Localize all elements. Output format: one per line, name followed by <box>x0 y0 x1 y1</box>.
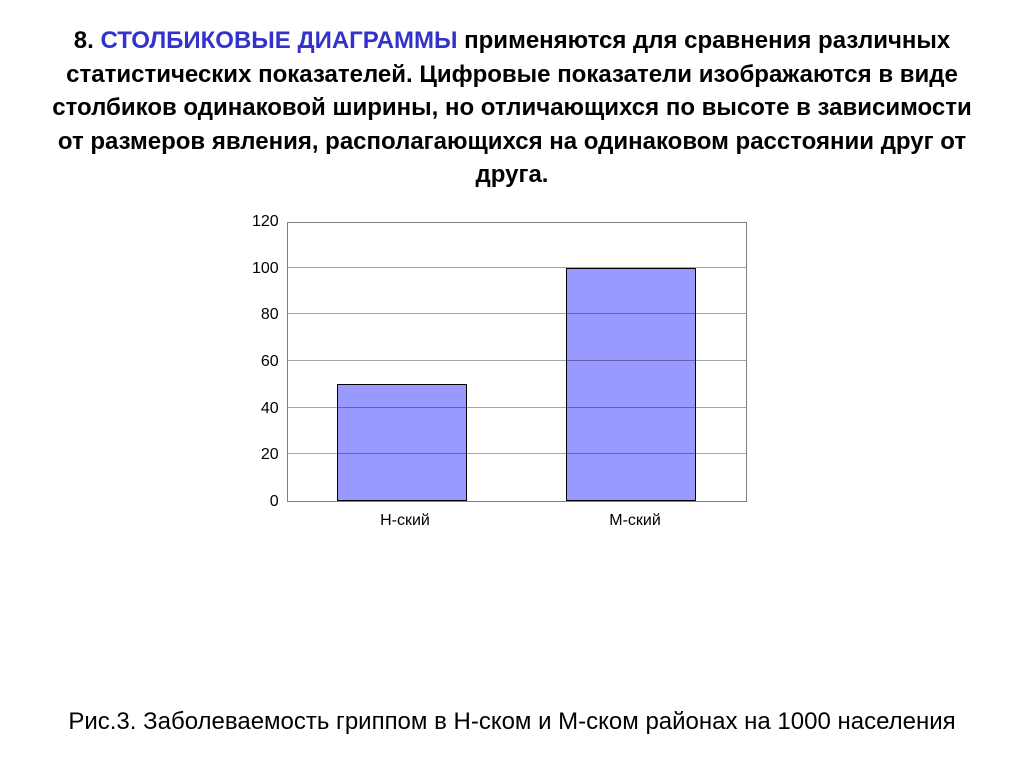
x-label: М-ский <box>570 512 700 530</box>
gridline <box>288 267 746 268</box>
gridline <box>288 407 746 408</box>
x-label: Н-ский <box>340 512 470 530</box>
gridline <box>288 453 746 454</box>
header-prefix: 8. <box>74 27 101 54</box>
page-header: 8. СТОЛБИКОВЫЕ ДИАГРАММЫ применяются для… <box>0 0 1024 202</box>
bar <box>337 384 467 501</box>
bars-group <box>288 223 746 501</box>
bar <box>566 268 696 501</box>
plot-area <box>287 222 747 502</box>
bar-chart: 120 100 80 60 40 20 0 Н-ский М-ский <box>252 222 772 530</box>
gridline <box>288 313 746 314</box>
header-highlight: СТОЛБИКОВЫЕ ДИАГРАММЫ <box>100 27 457 54</box>
y-axis: 120 100 80 60 40 20 0 <box>252 222 287 502</box>
x-axis: Н-ский М-ский <box>290 512 750 530</box>
figure-caption: Рис.3. Заболеваемость гриппом в Н-ском и… <box>0 706 1024 738</box>
chart-area: 120 100 80 60 40 20 0 <box>252 222 772 502</box>
gridline <box>288 360 746 361</box>
